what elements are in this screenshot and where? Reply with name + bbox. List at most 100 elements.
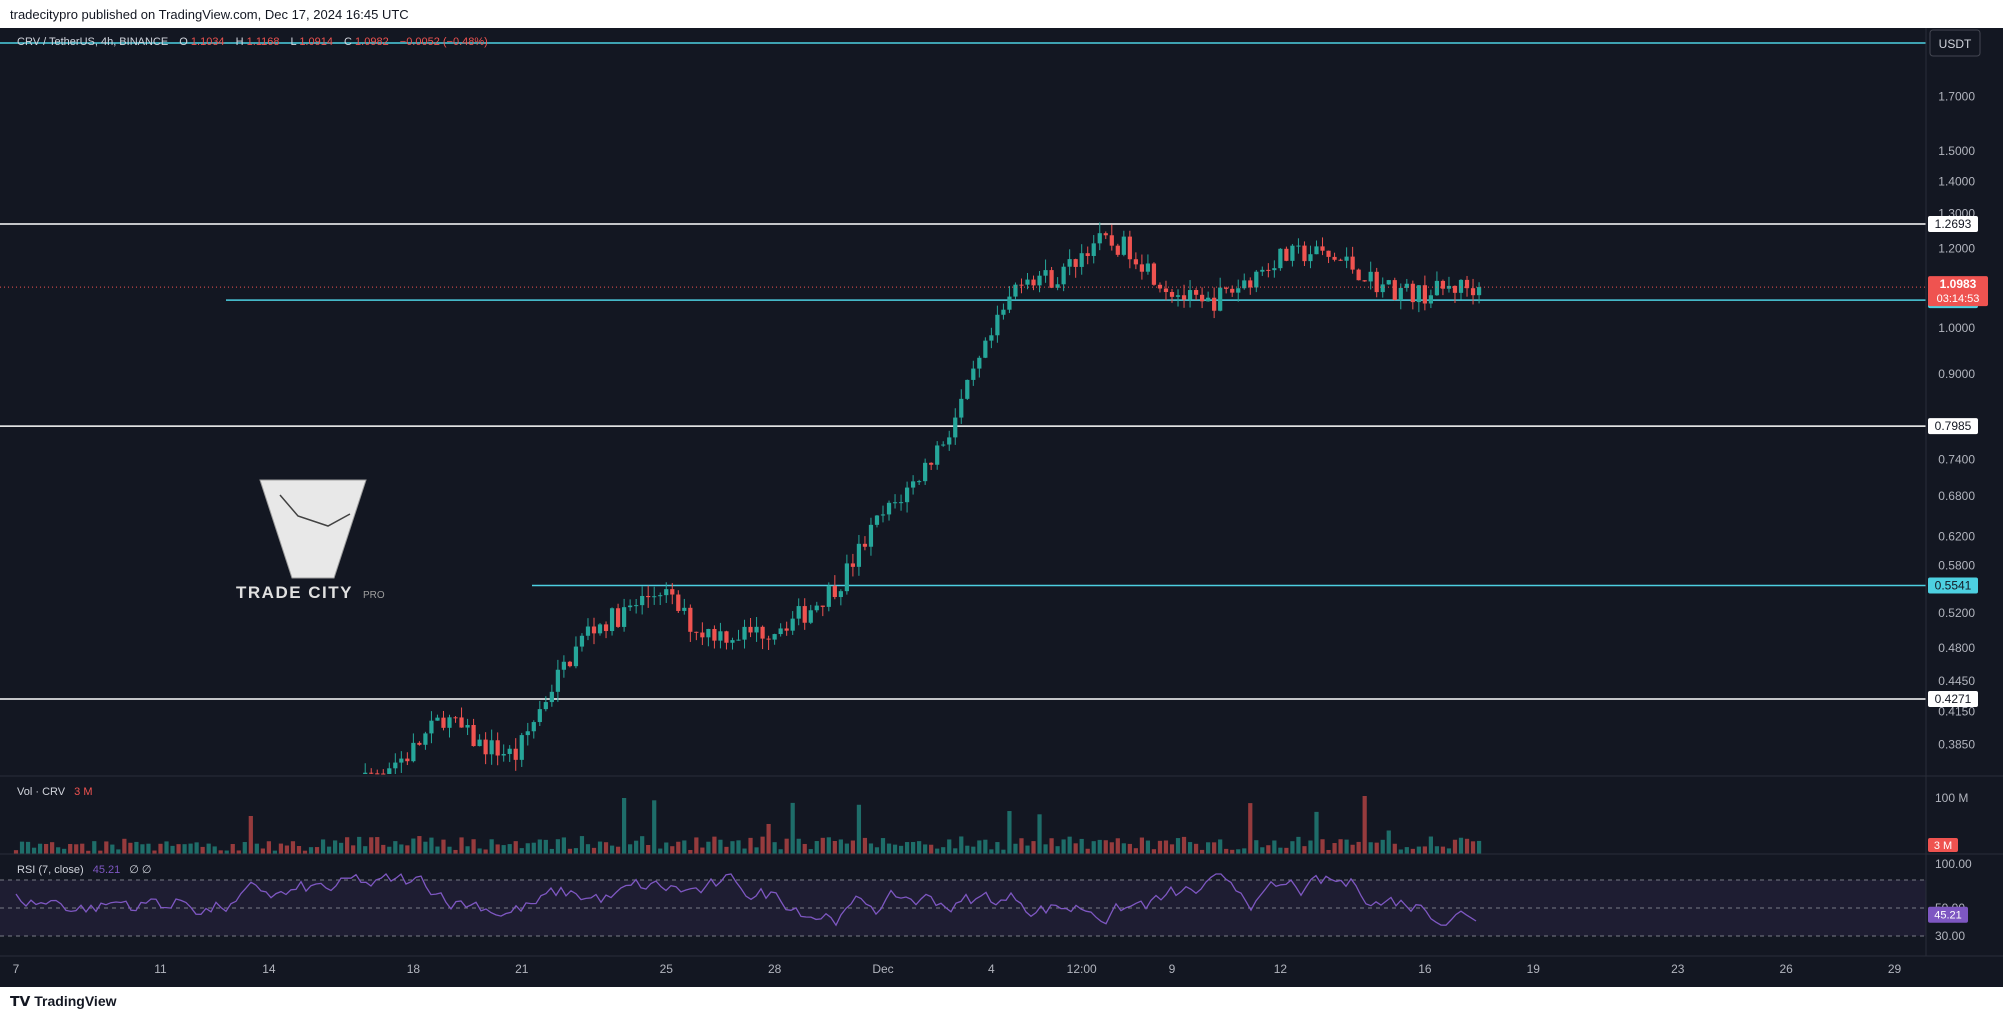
time-axis[interactable]: 7 11 14 18 21 25 28 Dec 4 12:00 9 12 16 19 23 26 29 <box>13 962 1902 976</box>
candle-body <box>760 626 765 639</box>
current-price-badge <box>1928 276 1988 307</box>
candle-body <box>1085 253 1090 256</box>
candle-body <box>537 709 542 723</box>
candle-body <box>977 357 982 369</box>
candle-body <box>609 608 615 632</box>
volume-bar <box>43 843 49 854</box>
volume-bar <box>1338 839 1343 854</box>
volume-bar <box>453 849 458 854</box>
candle-body <box>429 720 434 734</box>
volume-bar <box>652 800 657 854</box>
volume-bar <box>308 847 314 854</box>
volume-bar <box>880 838 886 854</box>
candle-body <box>1139 264 1145 272</box>
volume-bar <box>387 846 392 854</box>
candle-body <box>1308 254 1313 262</box>
candle-body <box>868 524 874 547</box>
volume-bar <box>621 797 627 854</box>
currency-button[interactable] <box>1929 29 1981 57</box>
volume-bar <box>441 839 446 854</box>
chart-area[interactable]: TRADE CITY PRO 1.70001.50001.40001.30001… <box>0 28 2003 987</box>
volume-bar <box>1308 840 1313 854</box>
volume-legend: Vol · CRV 3 M <box>17 786 93 798</box>
candle-body <box>1428 295 1434 304</box>
candle-body <box>1061 266 1066 285</box>
candle-body <box>862 543 868 547</box>
volume-bar <box>1169 844 1175 854</box>
volume-bar <box>1049 838 1054 854</box>
volume-bar <box>326 846 332 854</box>
candle-body <box>947 437 952 445</box>
volume-bar <box>898 845 904 854</box>
candle-body <box>832 585 837 598</box>
candle-body <box>856 543 862 567</box>
candle-body <box>1344 256 1349 261</box>
candle-body <box>1296 245 1301 247</box>
tradingview-logo[interactable]: 𝗧𝗩 TradingView <box>10 993 117 1010</box>
price-tick-label: 0.4800 <box>1938 641 1975 655</box>
volume-bar <box>591 847 597 854</box>
candle-body <box>724 631 729 643</box>
candle-body <box>826 585 831 607</box>
candle-body <box>664 589 669 596</box>
candle-body <box>1350 256 1355 270</box>
candle-body <box>1097 233 1102 244</box>
legend-c-label: C <box>344 36 352 48</box>
candle-body <box>971 368 976 380</box>
candle-body <box>1260 269 1265 272</box>
candle-body <box>1416 285 1421 303</box>
volume-bar <box>314 847 320 854</box>
candle-body <box>941 444 946 446</box>
volume-bar <box>1290 841 1295 854</box>
candle-body <box>748 626 753 633</box>
volume-bar <box>892 844 898 854</box>
candle-body <box>1332 256 1337 260</box>
volume-bar <box>116 849 121 854</box>
level-badge-label: 0.7985 <box>1935 419 1972 433</box>
volume-bar <box>1272 840 1277 854</box>
time-tick-label: 23 <box>1671 962 1685 976</box>
volume-bar <box>86 850 91 854</box>
volume-bar <box>1218 839 1223 854</box>
candle-body <box>892 502 898 504</box>
volume-bar <box>1061 839 1066 854</box>
volume-bar <box>826 837 831 854</box>
candle-body <box>965 379 970 399</box>
volume-bar <box>447 846 452 854</box>
price-tick-label: 0.5800 <box>1938 559 1975 573</box>
candle-body <box>459 717 464 728</box>
volume-bar <box>236 850 241 854</box>
candle-body <box>573 646 579 667</box>
candle-body <box>652 596 657 598</box>
volume-bar <box>983 839 988 854</box>
candle-body <box>1055 284 1060 288</box>
candle-body <box>1073 259 1078 267</box>
volume-bar <box>1254 840 1259 854</box>
rsi-badge-label: 45.21 <box>1934 910 1962 922</box>
current-price-label: 1.0983 <box>1940 277 1977 291</box>
volume-bar <box>399 844 404 854</box>
candle-body <box>597 624 603 634</box>
volume-bar <box>597 841 603 854</box>
volume-bar <box>31 847 37 854</box>
volume-bar <box>1187 842 1193 854</box>
candle-body <box>1019 284 1024 286</box>
volume-bar <box>1260 847 1265 854</box>
volume-bar <box>754 847 759 854</box>
candle-body <box>1121 236 1126 255</box>
volume-bar <box>1121 843 1126 854</box>
volume-bar <box>1199 849 1205 854</box>
volume-bar <box>134 841 139 854</box>
candle-body <box>477 739 482 747</box>
candle-body <box>381 773 386 775</box>
candle-body <box>658 595 663 597</box>
candle-body <box>465 725 470 728</box>
candle-body <box>525 731 530 736</box>
price-tick-label: 1.5000 <box>1938 144 1975 158</box>
rsi-legend: RSI (7, close) 45.21 ∅ ∅ <box>17 864 152 876</box>
candle-body <box>543 702 548 710</box>
candle-body <box>363 772 368 774</box>
volume-bar <box>1097 839 1102 854</box>
volume-bar <box>886 843 892 854</box>
